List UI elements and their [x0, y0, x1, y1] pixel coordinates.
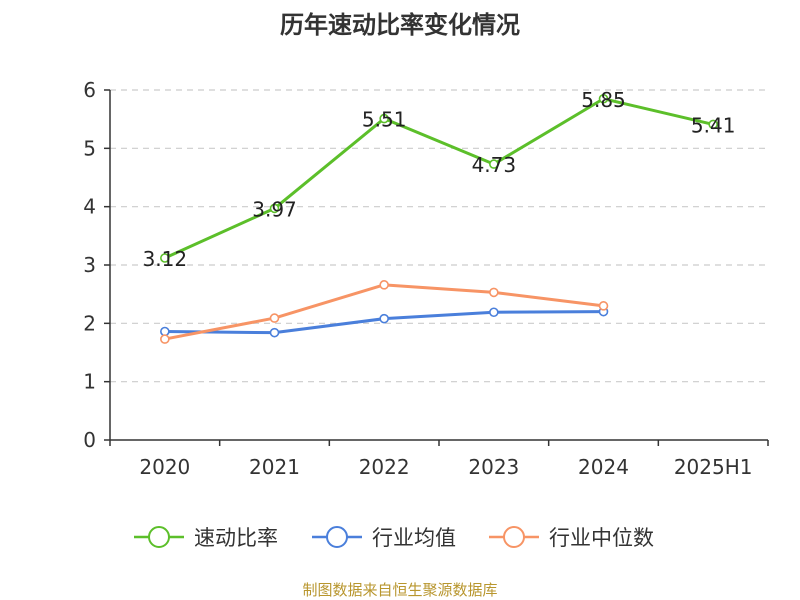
data-label: 3.12	[143, 247, 188, 271]
chart-title: 历年速动比率变化情况	[280, 11, 520, 39]
y-tick-label: 2	[83, 311, 96, 335]
data-label: 5.85	[581, 88, 626, 112]
legend-circle-icon	[503, 526, 525, 548]
data-point	[160, 334, 170, 344]
data-point	[269, 313, 280, 323]
legend-circle-icon	[148, 526, 170, 548]
axes: 0 1 2 3 4 5 6 2020 2021 2022 2023 2024 2025H1	[83, 78, 769, 479]
data-point	[489, 287, 499, 298]
source-note: 制图数据来自恒生聚源数据库	[302, 581, 497, 599]
grid-lines	[110, 89, 768, 383]
legend: 速动比率 行业均值 行业中位数	[134, 526, 654, 550]
x-tick-label: 2023	[468, 455, 519, 479]
data-label: 5.41	[691, 113, 736, 137]
legend-label: 行业均值	[372, 526, 456, 550]
legend-item[interactable]: 行业中位数	[489, 526, 654, 550]
x-tick-label: 2021	[249, 455, 300, 479]
data-point	[598, 93, 609, 104]
data-labels: 3.12 3.97 5.51 4.73 5.85 5.41	[143, 88, 736, 271]
legend-label: 行业中位数	[549, 526, 654, 550]
data-point	[489, 307, 499, 318]
y-tick-label: 3	[83, 253, 96, 277]
series-0	[160, 93, 718, 263]
data-point	[269, 203, 280, 214]
legend-item[interactable]: 速动比率	[134, 526, 278, 550]
x-tick-label: 2024	[578, 455, 629, 479]
data-point	[598, 301, 609, 311]
data-point	[379, 280, 389, 290]
data-label: 3.97	[252, 197, 297, 221]
x-tick-label: 2025H1	[674, 455, 753, 479]
series-layer	[160, 93, 718, 344]
y-tick-label: 1	[83, 370, 96, 394]
x-tick-label: 2022	[359, 455, 410, 479]
data-point	[708, 119, 718, 130]
data-point	[489, 159, 499, 169]
data-label: 5.51	[362, 108, 407, 132]
series-line	[164, 97, 714, 260]
legend-circle-icon	[326, 526, 348, 548]
x-tick-label: 2020	[139, 455, 190, 479]
y-tick-label: 0	[83, 428, 96, 452]
legend-item[interactable]: 行业均值	[312, 526, 456, 550]
data-label: 4.73	[472, 153, 517, 177]
data-point	[379, 313, 389, 324]
data-point	[269, 327, 280, 338]
y-tick-label: 4	[83, 195, 96, 219]
series-1	[160, 306, 609, 338]
data-point	[379, 113, 389, 124]
y-tick-label: 5	[83, 136, 96, 160]
series-2	[160, 280, 609, 344]
legend-label: 速动比率	[194, 526, 278, 550]
data-point	[160, 253, 170, 263]
y-tick-label: 6	[83, 78, 96, 102]
